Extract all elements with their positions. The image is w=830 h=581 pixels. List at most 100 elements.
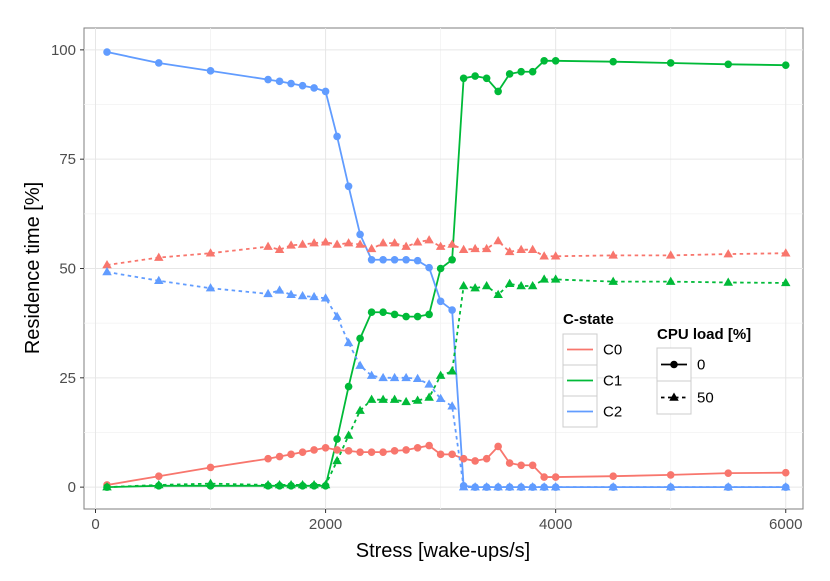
point-c0-load-0-6 bbox=[298, 448, 307, 456]
point-c2-load-50-18 bbox=[435, 393, 446, 403]
point-c1-load-50-6 bbox=[297, 479, 308, 489]
point-c2-load-50-28 bbox=[550, 482, 561, 491]
point-c0-load-50-15 bbox=[401, 241, 411, 250]
point-c2-load-0-16 bbox=[413, 256, 422, 265]
point-c1-load-0-16 bbox=[413, 312, 422, 321]
point-c2-load-50-21 bbox=[470, 482, 480, 491]
point-c0-load-50-25 bbox=[516, 244, 526, 253]
point-c1-load-50-16 bbox=[412, 395, 423, 404]
series-points-c0-load-0 bbox=[103, 441, 790, 489]
point-c1-load-0-30 bbox=[666, 59, 675, 67]
point-c2-load-50-15 bbox=[401, 372, 411, 382]
point-c1-load-0-29 bbox=[609, 57, 617, 66]
point-c2-load-0-12 bbox=[367, 255, 376, 264]
point-c2-load-50-8 bbox=[320, 293, 331, 302]
point-c0-load-50-0 bbox=[102, 260, 112, 269]
point-c1-load-0-25 bbox=[517, 67, 525, 76]
point-c2-load-50-3 bbox=[263, 288, 273, 298]
y-tick-label-0: 0 bbox=[68, 479, 76, 496]
point-c0-load-0-11 bbox=[356, 448, 364, 456]
legend-label-load-0: 0 bbox=[697, 357, 705, 374]
point-c1-load-0-19 bbox=[448, 255, 456, 264]
point-c0-load-0-31 bbox=[724, 469, 733, 477]
point-c0-load-50-8 bbox=[320, 237, 331, 246]
point-c0-load-50-22 bbox=[481, 243, 492, 253]
point-c2-load-0-4 bbox=[275, 77, 284, 86]
series-points-c2-load-50 bbox=[102, 266, 791, 491]
point-c0-load-50-7 bbox=[309, 238, 319, 247]
point-c1-load-50-17 bbox=[424, 392, 434, 401]
point-c0-load-50-28 bbox=[550, 251, 561, 260]
legend-label-c2: C2 bbox=[603, 404, 622, 421]
point-c0-load-50-21 bbox=[470, 243, 480, 253]
point-c0-load-50-29 bbox=[608, 250, 618, 259]
point-c1-load-50-30 bbox=[665, 276, 676, 285]
y-axis-title: Residence time [%] bbox=[22, 182, 44, 354]
point-c0-load-50-4 bbox=[274, 244, 285, 253]
point-c0-load-50-31 bbox=[723, 249, 733, 258]
point-c0-load-0-5 bbox=[287, 450, 295, 459]
point-c0-load-0-2 bbox=[206, 463, 215, 472]
x-tick-label-1: 2000 bbox=[309, 516, 342, 533]
point-c0-load-0-4 bbox=[275, 452, 284, 461]
point-c0-load-0-7 bbox=[310, 446, 318, 454]
point-c0-load-50-3 bbox=[263, 241, 273, 250]
point-c0-load-0-15 bbox=[402, 446, 410, 454]
point-c0-load-50-1 bbox=[154, 252, 164, 261]
point-c0-load-50-23 bbox=[493, 235, 503, 245]
legend-cpu-load: CPU load [%] 0 50 bbox=[656, 326, 751, 415]
point-c2-load-0-1 bbox=[154, 59, 163, 67]
point-c1-load-50-27 bbox=[539, 274, 549, 283]
point-c2-load-50-20 bbox=[458, 482, 469, 491]
point-c0-load-0-32 bbox=[781, 468, 790, 477]
point-c0-load-50-26 bbox=[527, 244, 538, 253]
point-c0-load-0-10 bbox=[344, 447, 353, 455]
point-c0-load-0-28 bbox=[551, 473, 560, 481]
point-c2-load-0-15 bbox=[402, 255, 410, 264]
point-c2-load-50-2 bbox=[205, 283, 216, 292]
point-c1-load-0-22 bbox=[482, 74, 491, 83]
point-c1-load-50-14 bbox=[389, 394, 400, 403]
point-c2-load-50-26 bbox=[527, 482, 538, 491]
x-tick-label-3: 6000 bbox=[769, 516, 802, 533]
grid-lines bbox=[84, 28, 803, 509]
point-c0-load-0-3 bbox=[264, 454, 272, 463]
point-c2-load-50-22 bbox=[481, 482, 492, 491]
legend-c-state: C-state C0 C1 C2 bbox=[562, 311, 622, 428]
point-c0-load-0-24 bbox=[505, 459, 514, 467]
point-c1-load-50-21 bbox=[470, 283, 480, 292]
point-c0-load-0-23 bbox=[494, 442, 502, 451]
point-c1-load-50-0 bbox=[102, 482, 112, 491]
point-c2-load-0-9 bbox=[333, 132, 341, 141]
point-c1-load-50-24 bbox=[504, 278, 515, 288]
point-c2-load-0-19 bbox=[448, 306, 456, 314]
point-c1-load-50-22 bbox=[481, 280, 492, 290]
point-c0-load-0-16 bbox=[413, 443, 422, 452]
y-tick-label-4: 100 bbox=[51, 42, 76, 59]
point-c1-load-50-32 bbox=[780, 277, 791, 287]
point-c0-load-0-19 bbox=[448, 450, 456, 459]
point-c0-load-0-18 bbox=[436, 450, 445, 459]
point-c0-load-0-27 bbox=[540, 473, 548, 481]
point-c2-load-50-29 bbox=[608, 482, 618, 491]
point-c1-load-0-23 bbox=[494, 87, 502, 96]
point-c2-load-50-27 bbox=[539, 482, 549, 491]
point-c0-load-50-9 bbox=[332, 239, 342, 248]
point-c0-load-50-17 bbox=[424, 235, 434, 244]
x-tick-label-2: 4000 bbox=[539, 516, 572, 533]
point-c1-load-50-10 bbox=[343, 430, 354, 439]
point-c0-load-0-17 bbox=[425, 441, 433, 450]
point-c0-load-50-6 bbox=[297, 239, 308, 248]
point-c2-load-0-17 bbox=[425, 263, 433, 272]
point-c0-load-50-30 bbox=[665, 250, 676, 259]
x-tick-label-0: 0 bbox=[91, 516, 99, 533]
point-c0-load-0-20 bbox=[459, 454, 468, 463]
point-c1-load-50-12 bbox=[366, 394, 377, 403]
point-c0-load-50-18 bbox=[435, 241, 446, 250]
point-c2-load-50-16 bbox=[412, 373, 423, 382]
point-c2-load-50-0 bbox=[102, 266, 112, 276]
point-c1-load-50-13 bbox=[378, 394, 388, 403]
point-c2-load-0-14 bbox=[390, 255, 399, 264]
point-c2-load-0-3 bbox=[264, 75, 272, 84]
point-c1-load-0-12 bbox=[367, 308, 376, 317]
